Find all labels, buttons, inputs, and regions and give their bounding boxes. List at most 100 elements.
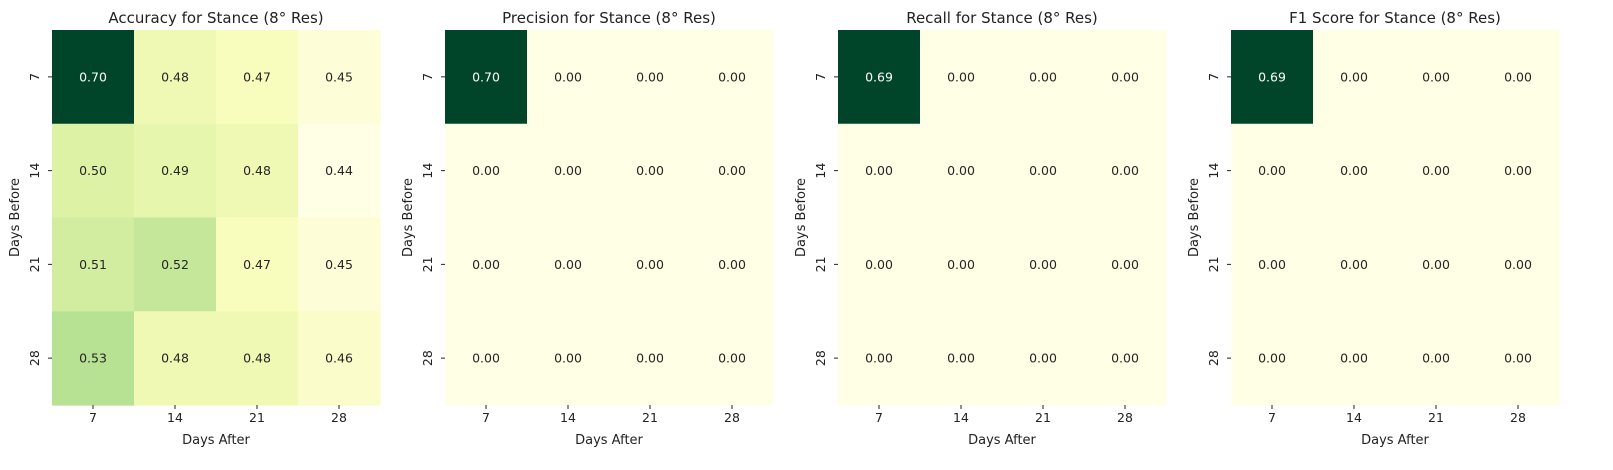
x-tick-label: 14 — [953, 410, 969, 425]
cell-value-label: 0.00 — [1111, 257, 1139, 272]
cell-value-label: 0.53 — [79, 351, 107, 366]
y-tick-label: 7 — [27, 73, 42, 81]
heatmap-cell — [838, 311, 921, 406]
heatmap-cell — [1313, 311, 1396, 406]
cell-value-label: 0.46 — [325, 351, 353, 366]
heatmap-panel: 0.69 0.00 0.00 0.00 0.00 0.00 0.00 0.00 0.00 0.00… — [1187, 9, 1560, 448]
heatmap-cell — [52, 123, 135, 219]
x-tick-label: 28 — [1117, 410, 1133, 425]
heatmap-cell — [1477, 311, 1560, 406]
heatmap-cell — [691, 30, 774, 125]
cell-value-label: 0.00 — [1111, 69, 1139, 84]
heatmap-cell — [609, 311, 692, 406]
chart-title: Recall for Stance (8° Res) — [906, 9, 1098, 27]
cell-value-label: 0.00 — [1504, 69, 1532, 84]
heatmap-cell — [1231, 123, 1314, 219]
heatmap-cell — [445, 30, 528, 125]
cell-value-label: 0.00 — [472, 257, 500, 272]
y-tick-label: 28 — [813, 350, 828, 366]
heatmap-cell — [134, 217, 217, 312]
heatmap-cell — [1002, 217, 1085, 312]
y-tick-label: 14 — [27, 163, 42, 179]
heatmap-cell — [1084, 311, 1167, 406]
heatmap-cell — [1084, 30, 1167, 125]
heatmap-cell — [52, 311, 135, 406]
cell-value-label: 0.00 — [636, 163, 664, 178]
x-tick-label: 21 — [642, 410, 658, 425]
cell-value-label: 0.00 — [947, 351, 975, 366]
heatmap-cell — [1395, 30, 1478, 125]
heatmap-cell — [1002, 311, 1085, 406]
cell-value-label: 0.00 — [636, 69, 664, 84]
heatmap-cell — [920, 30, 1003, 125]
heatmap-panel: 0.69 0.00 0.00 0.00 0.00 0.00 0.00 0.00 0.00 0.00… — [794, 9, 1167, 448]
y-tick-label: 14 — [813, 163, 828, 179]
heatmap-cell — [609, 217, 692, 312]
heatmap-cell — [838, 217, 921, 312]
cell-value-label: 0.00 — [1504, 163, 1532, 178]
cell-value-label: 0.00 — [1029, 163, 1057, 178]
cell-value-label: 0.00 — [472, 351, 500, 366]
cell-value-label: 0.00 — [636, 257, 664, 272]
x-axis-label: Days After — [1361, 433, 1429, 448]
heatmap-cell — [1313, 217, 1396, 312]
y-tick-label: 7 — [420, 73, 435, 81]
cell-value-label: 0.00 — [554, 257, 582, 272]
y-tick-label: 21 — [420, 256, 435, 272]
heatmap-cell — [1313, 30, 1396, 125]
y-tick-label: 21 — [27, 256, 42, 272]
heatmap-cell — [527, 311, 610, 406]
heatmap-cell — [298, 30, 381, 125]
cell-value-label: 0.00 — [1340, 351, 1368, 366]
y-tick-label: 28 — [1206, 350, 1221, 366]
heatmap-cell — [134, 123, 217, 219]
cell-value-label: 0.00 — [1029, 257, 1057, 272]
heatmap-cell — [527, 30, 610, 125]
cell-value-label: 0.47 — [243, 69, 271, 84]
heatmap-cell — [445, 123, 528, 219]
cell-value-label: 0.00 — [865, 351, 893, 366]
heatmap-cell — [1313, 123, 1396, 219]
x-tick-label: 14 — [1346, 410, 1362, 425]
x-tick-label: 14 — [560, 410, 576, 425]
heatmap-cell — [527, 123, 610, 219]
y-tick-label: 28 — [420, 350, 435, 366]
cell-value-label: 0.00 — [865, 257, 893, 272]
cell-value-label: 0.00 — [554, 163, 582, 178]
x-tick-label: 28 — [724, 410, 740, 425]
cell-value-label: 0.00 — [1029, 351, 1057, 366]
cell-value-label: 0.00 — [718, 351, 746, 366]
chart-title: F1 Score for Stance (8° Res) — [1289, 9, 1501, 27]
x-tick-label: 7 — [875, 410, 883, 425]
y-tick-label: 14 — [1206, 163, 1221, 179]
cell-value-label: 0.00 — [718, 257, 746, 272]
heatmap-cell — [1002, 123, 1085, 219]
heatmap-cell — [691, 217, 774, 312]
heatmap-cell — [527, 217, 610, 312]
x-axis-label: Days After — [182, 433, 250, 448]
cell-value-label: 0.00 — [472, 163, 500, 178]
cell-value-label: 0.69 — [1258, 69, 1286, 84]
y-tick-label: 7 — [813, 73, 828, 81]
heatmap-cell — [838, 123, 921, 219]
y-axis-label: Days Before — [1187, 178, 1202, 257]
cell-value-label: 0.70 — [79, 69, 107, 84]
x-axis-label: Days After — [968, 433, 1036, 448]
cell-value-label: 0.00 — [1422, 163, 1450, 178]
cell-value-label: 0.00 — [947, 69, 975, 84]
heatmap-cell — [1477, 30, 1560, 125]
heatmap-panel: 0.70 0.48 0.47 0.45 0.50 0.49 0.48 0.44 0.51 0.52… — [8, 9, 381, 448]
cell-value-label: 0.48 — [243, 351, 271, 366]
y-tick-label: 28 — [27, 350, 42, 366]
heatmap-cell — [1084, 217, 1167, 312]
heatmap-cell — [1395, 311, 1478, 406]
cell-value-label: 0.00 — [1111, 163, 1139, 178]
heatmap-cell — [52, 30, 135, 125]
cell-value-label: 0.00 — [1111, 351, 1139, 366]
cell-value-label: 0.00 — [1258, 257, 1286, 272]
cell-value-label: 0.48 — [161, 69, 189, 84]
heatmap-cell — [134, 30, 217, 125]
cell-value-label: 0.45 — [325, 69, 353, 84]
cell-value-label: 0.51 — [79, 257, 107, 272]
cell-value-label: 0.00 — [1422, 351, 1450, 366]
